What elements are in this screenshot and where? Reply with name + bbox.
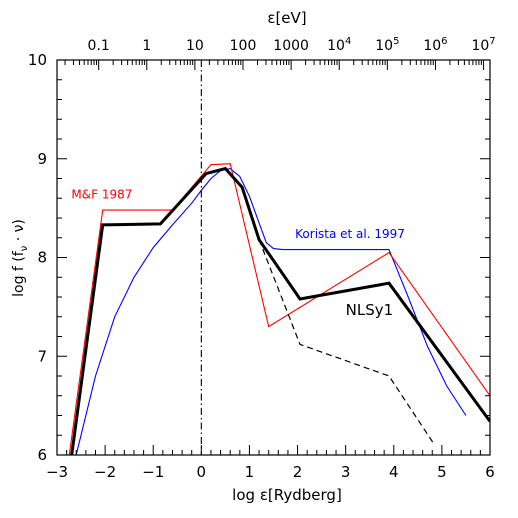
annotation-nlsy1-label: NLSy1 [346,301,394,319]
x-axis-title: log ε[Rydberg] [232,486,342,504]
top-tick-label-exponent: 6 [441,36,447,47]
top-tick-label: 107 [471,36,495,54]
series-korista1997 [75,168,467,455]
y-tick-label: 9 [37,150,47,168]
annotation-layer: M&F 1987 Korista et al. 1997 NLSy1 [71,187,404,319]
top-tick-label-base: 1 [142,38,151,54]
top-tick-label: 10 [186,38,204,54]
top-tick-label-base: 1000 [273,38,309,54]
x-tick-label: 3 [341,463,351,481]
y-axis-title: log f (fν · ν) [11,219,30,297]
top-tick-label-base: 10 [423,38,441,54]
top-tick-label-exponent: 5 [393,36,399,47]
y-tick-label: 10 [28,51,47,69]
top-axis-title-unit: [eV] [275,9,306,27]
tick-layer [56,59,491,456]
y-axis-title-sub: ν [19,245,30,251]
plot-frame-layer [56,59,491,456]
series-nlsy1 [70,166,490,455]
top-tick-label: 100 [230,38,257,54]
x-tick-label: 0 [197,463,207,481]
top-tick-label-exponent: 4 [345,36,351,47]
top-tick-label: 105 [375,36,399,54]
epsilon-symbol: ε [267,9,275,27]
x-tick-label: 4 [389,463,399,481]
y-tick-label: 8 [37,249,47,267]
top-tick-label-base: 0.1 [88,38,110,54]
x-tick-label: 1 [245,463,255,481]
y-axis-title-text: log f (f [11,250,27,297]
x-tick-label: 2 [293,463,303,481]
epsilon-symbol: ε [260,486,268,504]
series-mf1987 [68,163,490,455]
top-tick-label: 104 [327,36,351,54]
top-tick-label-exponent: 7 [489,36,495,47]
annotation-mf-label: M&F 1987 [71,187,132,201]
annotation-korista-label: Korista et al. 1997 [295,227,405,241]
top-tick-label: 1 [142,38,151,54]
x-tick-label: 6 [485,463,495,481]
top-tick-label-base: 100 [230,38,257,54]
top-tick-label-base: 10 [327,38,345,54]
series-nlsy1-dashed [258,239,436,446]
top-tick-label: 1000 [273,38,309,54]
y-tick-label: 6 [37,446,47,464]
x-axis-title-unit: [Rydberg] [268,486,342,504]
x-tick-label: −1 [142,463,164,481]
plot-frame [56,59,491,456]
top-axis-title: ε[eV] [267,9,306,27]
top-tick-label: 106 [423,36,447,54]
series-layer [68,163,490,455]
x-tick-label: −3 [46,463,68,481]
top-tick-label-base: 10 [471,38,489,54]
y-tick-label: 7 [37,347,47,365]
x-axis-title-prefix: log [232,486,260,504]
top-tick-label-base: 10 [375,38,393,54]
top-tick-label-base: 10 [186,38,204,54]
top-tick-label: 0.1 [88,38,110,54]
x-tick-label: 5 [437,463,447,481]
y-axis-title-tail: · ν) [11,219,27,246]
x-tick-label: −2 [94,463,116,481]
